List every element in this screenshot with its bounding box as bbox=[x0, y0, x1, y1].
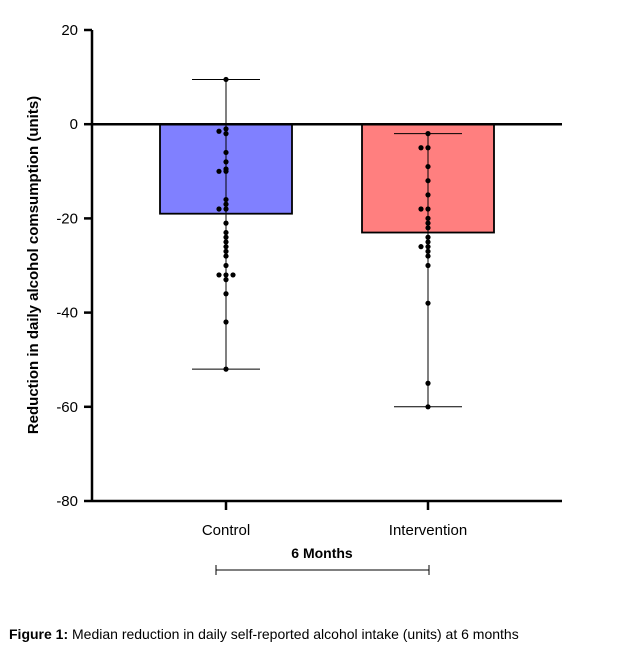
data-point-intervention-10 bbox=[425, 225, 431, 231]
y-tick-label: 0 bbox=[70, 116, 78, 133]
data-point-intervention-19 bbox=[425, 380, 431, 386]
data-point-control-12 bbox=[216, 206, 222, 212]
data-point-control-13 bbox=[223, 220, 229, 226]
bar-chart: 20 0 -20 -40 -60 -80 Control Intervention Reduc… bbox=[25, 22, 562, 575]
y-tick-label: -80 bbox=[56, 493, 78, 510]
data-point-control-9 bbox=[223, 196, 229, 203]
data-point-control-20 bbox=[223, 262, 229, 269]
data-point-intervention-14 bbox=[418, 244, 424, 250]
data-point-intervention-15 bbox=[425, 248, 431, 254]
x-tick-label-control: Control bbox=[202, 522, 250, 539]
y-tick-label: -60 bbox=[56, 399, 78, 416]
data-point-intervention-4 bbox=[425, 178, 431, 184]
data-points-layer bbox=[216, 76, 431, 410]
caption-prefix: Figure 1: bbox=[9, 626, 69, 642]
data-point-control-17 bbox=[223, 244, 229, 250]
data-point-intervention-8 bbox=[425, 215, 431, 221]
axes-layer: 20 0 -20 -40 -60 -80 Control Intervention bbox=[56, 22, 562, 575]
data-point-control-3 bbox=[223, 131, 229, 137]
y-tick-label: 20 bbox=[61, 22, 78, 39]
data-point-intervention-16 bbox=[425, 253, 431, 259]
data-point-intervention-7 bbox=[418, 206, 424, 212]
group-label: 6 Months bbox=[291, 545, 353, 561]
data-point-control-1 bbox=[223, 126, 229, 132]
data-point-intervention-2 bbox=[418, 145, 424, 151]
data-point-control-22 bbox=[216, 272, 222, 278]
data-point-intervention-20 bbox=[425, 404, 431, 410]
data-point-control-7 bbox=[223, 168, 229, 174]
figure-caption: Figure 1: Median reduction in daily self… bbox=[9, 626, 519, 642]
x-tick-label-intervention: Intervention bbox=[389, 522, 467, 539]
data-point-intervention-11 bbox=[425, 234, 431, 240]
data-point-intervention-12 bbox=[425, 239, 431, 245]
data-point-control-0 bbox=[223, 76, 229, 83]
data-point-intervention-5 bbox=[425, 192, 431, 198]
data-point-control-26 bbox=[223, 319, 229, 325]
data-point-control-23 bbox=[230, 272, 236, 278]
data-point-control-27 bbox=[223, 366, 229, 372]
y-axis-label: Reduction in daily alcohol comsumption (… bbox=[25, 96, 42, 434]
data-point-intervention-17 bbox=[425, 262, 431, 269]
data-point-control-10 bbox=[223, 201, 229, 207]
data-point-control-4 bbox=[223, 149, 229, 156]
data-point-control-11 bbox=[223, 206, 229, 212]
data-point-intervention-9 bbox=[425, 220, 431, 226]
data-point-control-21 bbox=[223, 272, 229, 278]
y-tick-label: -40 bbox=[56, 305, 78, 322]
data-point-control-2 bbox=[216, 128, 222, 134]
data-point-intervention-6 bbox=[425, 206, 431, 212]
data-point-intervention-3 bbox=[425, 163, 431, 170]
bars-layer bbox=[159, 123, 495, 234]
data-point-control-8 bbox=[216, 168, 222, 174]
data-point-control-19 bbox=[223, 253, 229, 259]
data-point-control-16 bbox=[223, 239, 229, 245]
data-point-intervention-0 bbox=[425, 131, 431, 137]
data-point-control-25 bbox=[223, 291, 229, 297]
data-point-control-18 bbox=[223, 248, 229, 254]
data-point-control-14 bbox=[223, 229, 229, 236]
data-point-intervention-13 bbox=[425, 244, 431, 250]
y-tick-label: -20 bbox=[56, 210, 78, 227]
caption-text: Median reduction in daily self-reported … bbox=[68, 626, 519, 642]
data-point-intervention-18 bbox=[425, 300, 431, 306]
data-point-control-24 bbox=[223, 277, 229, 283]
data-point-intervention-1 bbox=[425, 145, 431, 151]
data-point-control-5 bbox=[223, 159, 229, 165]
data-point-control-15 bbox=[223, 234, 229, 240]
